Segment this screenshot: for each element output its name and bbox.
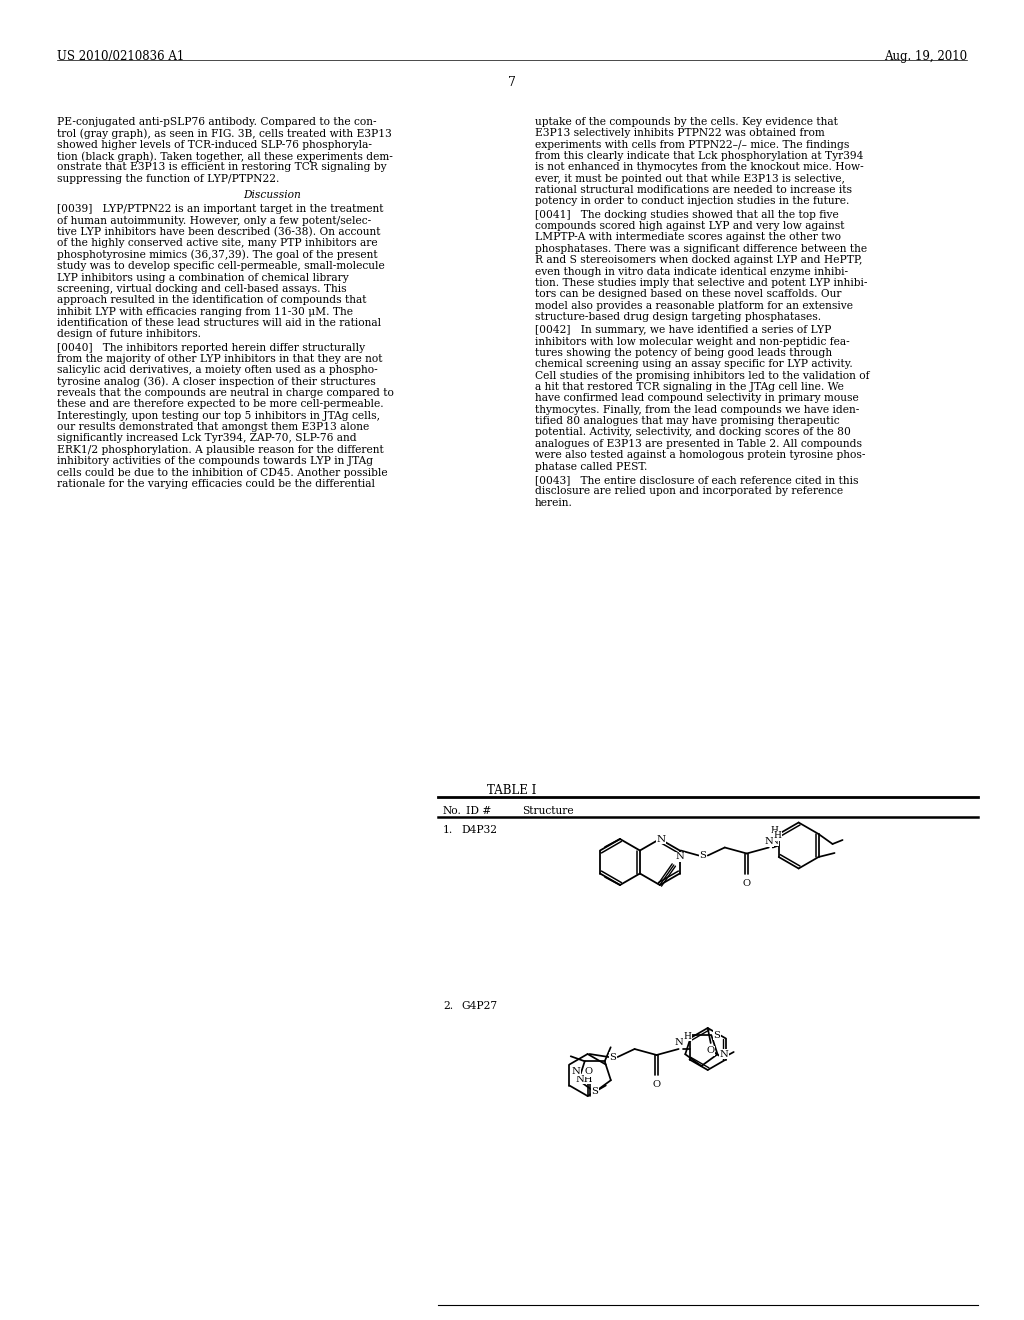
- Text: disclosure are relied upon and incorporated by reference: disclosure are relied upon and incorpora…: [535, 486, 843, 496]
- Text: ever, it must be pointed out that while E3P13 is selective,: ever, it must be pointed out that while …: [535, 174, 845, 183]
- Text: approach resulted in the identification of compounds that: approach resulted in the identification …: [57, 296, 367, 305]
- Text: tive LYP inhibitors have been described (36-38). On account: tive LYP inhibitors have been described …: [57, 227, 381, 238]
- Text: of the highly conserved active site, many PTP inhibitors are: of the highly conserved active site, man…: [57, 239, 378, 248]
- Text: phatase called PEST.: phatase called PEST.: [535, 462, 647, 471]
- Text: Structure: Structure: [522, 807, 573, 816]
- Text: E3P13 selectively inhibits PTPN22 was obtained from: E3P13 selectively inhibits PTPN22 was ob…: [535, 128, 824, 139]
- Text: 2.: 2.: [443, 1001, 454, 1011]
- Text: [0042]   In summary, we have identified a series of LYP: [0042] In summary, we have identified a …: [535, 325, 831, 335]
- Text: Cell studies of the promising inhibitors led to the validation of: Cell studies of the promising inhibitors…: [535, 371, 869, 380]
- Text: compounds scored high against LYP and very low against: compounds scored high against LYP and ve…: [535, 222, 845, 231]
- Text: were also tested against a homologous protein tyrosine phos-: were also tested against a homologous pr…: [535, 450, 865, 461]
- Text: Discussion: Discussion: [243, 190, 301, 201]
- Text: is not enhanced in thymocytes from the knockout mice. How-: is not enhanced in thymocytes from the k…: [535, 162, 864, 173]
- Text: O: O: [585, 1067, 593, 1076]
- Text: TABLE I: TABLE I: [487, 784, 537, 797]
- Text: onstrate that E3P13 is efficient in restoring TCR signaling by: onstrate that E3P13 is efficient in rest…: [57, 162, 387, 173]
- Text: trol (gray graph), as seen in FIG. 3B, cells treated with E3P13: trol (gray graph), as seen in FIG. 3B, c…: [57, 128, 392, 139]
- Text: [0043]   The entire disclosure of each reference cited in this: [0043] The entire disclosure of each ref…: [535, 475, 858, 484]
- Text: S: S: [591, 1088, 598, 1097]
- Text: N: N: [674, 1038, 683, 1047]
- Text: N: N: [676, 851, 685, 861]
- Text: have confirmed lead compound selectivity in primary mouse: have confirmed lead compound selectivity…: [535, 393, 859, 404]
- Text: [0039]   LYP/PTPN22 is an important target in the treatment: [0039] LYP/PTPN22 is an important target…: [57, 205, 384, 214]
- Text: experiments with cells from PTPN22–/– mice. The findings: experiments with cells from PTPN22–/– mi…: [535, 140, 849, 149]
- Text: inhibitors with low molecular weight and non-peptidic fea-: inhibitors with low molecular weight and…: [535, 337, 850, 347]
- Text: design of future inhibitors.: design of future inhibitors.: [57, 329, 201, 339]
- Text: G4P27: G4P27: [461, 1001, 497, 1011]
- Text: potency in order to conduct injection studies in the future.: potency in order to conduct injection st…: [535, 197, 849, 206]
- Text: cells could be due to the inhibition of CD45. Another possible: cells could be due to the inhibition of …: [57, 467, 388, 478]
- Text: from the majority of other LYP inhibitors in that they are not: from the majority of other LYP inhibitor…: [57, 354, 383, 364]
- Text: N: N: [571, 1067, 581, 1076]
- Text: [0041]   The docking studies showed that all the top five: [0041] The docking studies showed that a…: [535, 210, 839, 220]
- Text: ID #: ID #: [466, 807, 492, 816]
- Text: herein.: herein.: [535, 498, 572, 508]
- Text: potential. Activity, selectivity, and docking scores of the 80: potential. Activity, selectivity, and do…: [535, 428, 851, 437]
- Text: rational structural modifications are needed to increase its: rational structural modifications are ne…: [535, 185, 852, 195]
- Text: H: H: [684, 1032, 691, 1041]
- Text: screening, virtual docking and cell-based assays. This: screening, virtual docking and cell-base…: [57, 284, 347, 294]
- Text: 7: 7: [508, 77, 516, 88]
- Text: phosphotyrosine mimics (36,37,39). The goal of the present: phosphotyrosine mimics (36,37,39). The g…: [57, 249, 378, 260]
- Text: PE-conjugated anti-pSLP76 antibody. Compared to the con-: PE-conjugated anti-pSLP76 antibody. Comp…: [57, 117, 377, 127]
- Text: phosphatases. There was a significant difference between the: phosphatases. There was a significant di…: [535, 244, 867, 253]
- Text: analogues of E3P13 are presented in Table 2. All compounds: analogues of E3P13 are presented in Tabl…: [535, 438, 862, 449]
- Text: H
N: H N: [771, 826, 778, 846]
- Text: R and S stereoisomers when docked against LYP and HePTP,: R and S stereoisomers when docked agains…: [535, 255, 862, 265]
- Text: identification of these lead structures will aid in the rational: identification of these lead structures …: [57, 318, 381, 327]
- Text: No.: No.: [443, 807, 462, 816]
- Text: salicylic acid derivatives, a moiety often used as a phospho-: salicylic acid derivatives, a moiety oft…: [57, 366, 378, 375]
- Text: N: N: [764, 837, 773, 846]
- Text: O: O: [742, 879, 751, 887]
- Text: thymocytes. Finally, from the lead compounds we have iden-: thymocytes. Finally, from the lead compo…: [535, 405, 859, 414]
- Text: these and are therefore expected to be more cell-permeable.: these and are therefore expected to be m…: [57, 400, 384, 409]
- Text: N: N: [656, 834, 666, 843]
- Text: a hit that restored TCR signaling in the JTAg cell line. We: a hit that restored TCR signaling in the…: [535, 381, 844, 392]
- Text: inhibitory activities of the compounds towards LYP in JTAg: inhibitory activities of the compounds t…: [57, 457, 373, 466]
- Text: even though in vitro data indicate identical enzyme inhibi-: even though in vitro data indicate ident…: [535, 267, 848, 277]
- Text: tified 80 analogues that may have promising therapeutic: tified 80 analogues that may have promis…: [535, 416, 840, 426]
- Text: ERK1/2 phosphorylation. A plausible reason for the different: ERK1/2 phosphorylation. A plausible reas…: [57, 445, 384, 455]
- Text: suppressing the function of LYP/PTPN22.: suppressing the function of LYP/PTPN22.: [57, 174, 280, 183]
- Text: O: O: [707, 1045, 715, 1055]
- Text: tures showing the potency of being good leads through: tures showing the potency of being good …: [535, 348, 833, 358]
- Text: O: O: [652, 1080, 660, 1089]
- Text: LMPTP-A with intermediate scores against the other two: LMPTP-A with intermediate scores against…: [535, 232, 841, 243]
- Text: US 2010/0210836 A1: US 2010/0210836 A1: [57, 50, 184, 63]
- Text: study was to develop specific cell-permeable, small-molecule: study was to develop specific cell-perme…: [57, 261, 385, 271]
- Text: Interestingly, upon testing our top 5 inhibitors in JTAg cells,: Interestingly, upon testing our top 5 in…: [57, 411, 380, 421]
- Text: model also provides a reasonable platform for an extensive: model also provides a reasonable platfor…: [535, 301, 853, 310]
- Text: LYP inhibitors using a combination of chemical library: LYP inhibitors using a combination of ch…: [57, 272, 349, 282]
- Text: inhibit LYP with efficacies ranging from 11-30 μM. The: inhibit LYP with efficacies ranging from…: [57, 306, 353, 317]
- Text: uptake of the compounds by the cells. Key evidence that: uptake of the compounds by the cells. Ke…: [535, 117, 838, 127]
- Text: chemical screening using an assay specific for LYP activity.: chemical screening using an assay specif…: [535, 359, 853, 370]
- Text: reveals that the compounds are neutral in charge compared to: reveals that the compounds are neutral i…: [57, 388, 394, 399]
- Text: significantly increased Lck Tyr394, ZAP-70, SLP-76 and: significantly increased Lck Tyr394, ZAP-…: [57, 433, 356, 444]
- Text: tyrosine analog (36). A closer inspection of their structures: tyrosine analog (36). A closer inspectio…: [57, 376, 376, 387]
- Text: tion (black graph). Taken together, all these experiments dem-: tion (black graph). Taken together, all …: [57, 150, 393, 161]
- Text: tion. These studies imply that selective and potent LYP inhibi-: tion. These studies imply that selective…: [535, 279, 867, 288]
- Text: H: H: [774, 832, 781, 841]
- Text: NH: NH: [575, 1074, 593, 1084]
- Text: showed higher levels of TCR-induced SLP-76 phosphoryla-: showed higher levels of TCR-induced SLP-…: [57, 140, 372, 149]
- Text: S: S: [609, 1052, 616, 1061]
- Text: tors can be designed based on these novel scaffolds. Our: tors can be designed based on these nove…: [535, 289, 842, 300]
- Text: of human autoimmunity. However, only a few potent/selec-: of human autoimmunity. However, only a f…: [57, 215, 372, 226]
- Text: S: S: [699, 851, 707, 861]
- Text: from this clearly indicate that Lck phosphorylation at Tyr394: from this clearly indicate that Lck phos…: [535, 150, 863, 161]
- Text: S: S: [714, 1031, 720, 1040]
- Text: D4P32: D4P32: [461, 825, 497, 836]
- Text: Aug. 19, 2010: Aug. 19, 2010: [884, 50, 967, 63]
- Text: [0040]   The inhibitors reported herein differ structurally: [0040] The inhibitors reported herein di…: [57, 343, 366, 352]
- Text: 1.: 1.: [443, 825, 454, 836]
- Text: rationale for the varying efficacies could be the differential: rationale for the varying efficacies cou…: [57, 479, 375, 488]
- Text: our results demonstrated that amongst them E3P13 alone: our results demonstrated that amongst th…: [57, 422, 370, 432]
- Text: N: N: [720, 1049, 728, 1059]
- Text: structure-based drug design targeting phosphatases.: structure-based drug design targeting ph…: [535, 312, 821, 322]
